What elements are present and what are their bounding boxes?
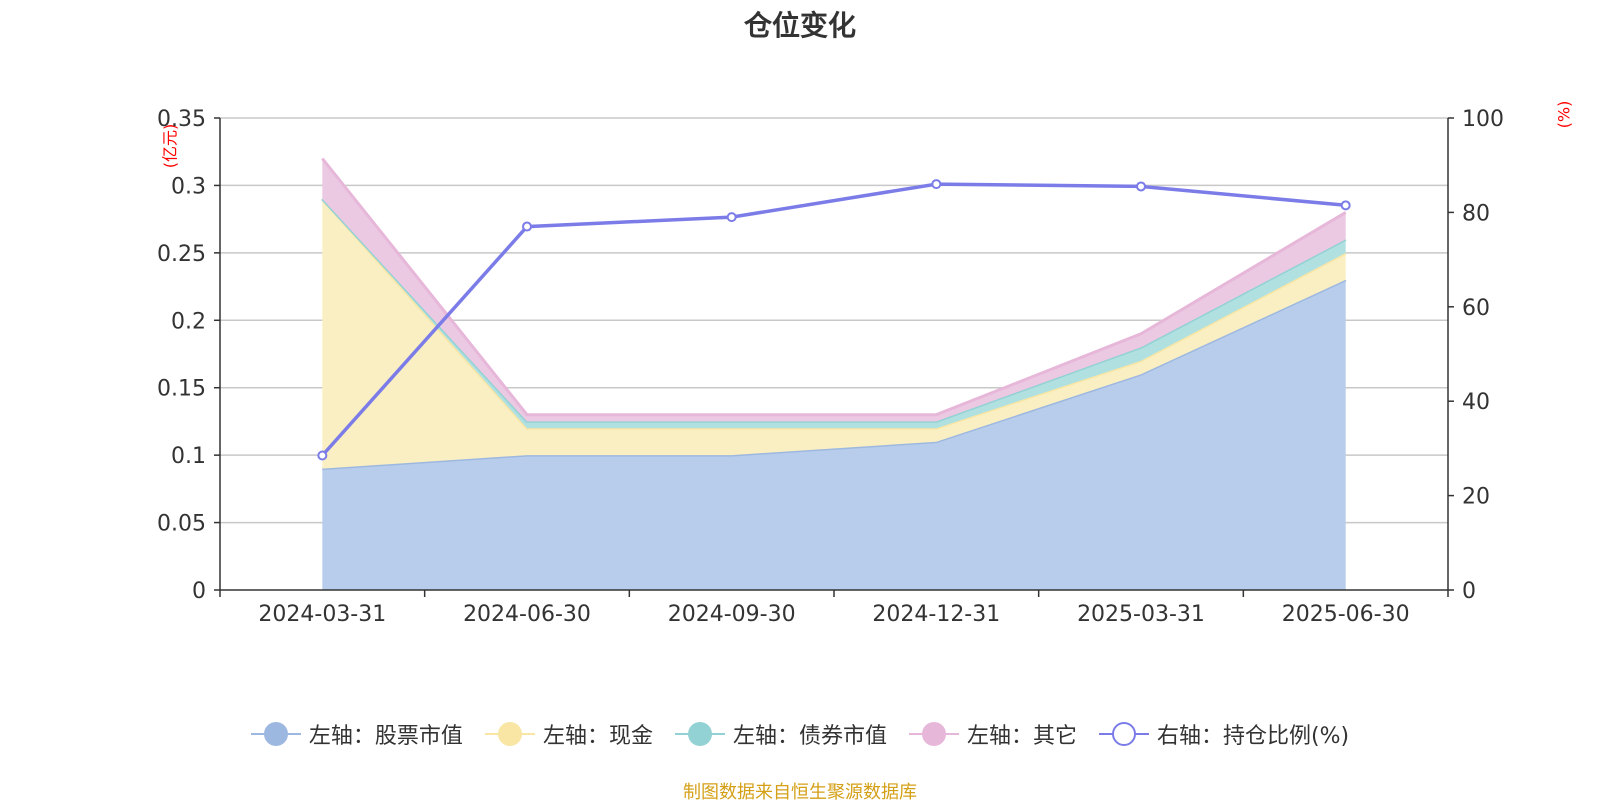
chart-title: 仓位变化 xyxy=(743,9,856,42)
legend-item[interactable]: 左轴：其它 xyxy=(908,718,1077,750)
axes: 0 0.05 0.1 0.15 0.2 0.25 0.3 0.35 0 20 40 60 80 100 20… xyxy=(157,107,1504,627)
area-左轴：债券市值 xyxy=(322,198,1346,429)
left-tick-label: 0 xyxy=(192,579,206,604)
legend-swatch xyxy=(484,722,535,746)
area-左轴：现金 xyxy=(322,198,1346,469)
area-series xyxy=(321,157,1347,590)
legend: 左轴：股票市值 左轴：现金 左轴：债券市值 左轴：其它 右轴：持仓比例(%) xyxy=(0,718,1600,750)
x-tick-label: 2024-03-31 xyxy=(258,602,386,627)
legend-swatch xyxy=(250,722,301,746)
line-series xyxy=(317,179,1351,461)
legend-swatch xyxy=(908,722,959,746)
x-tick-label: 2024-06-30 xyxy=(463,602,591,627)
legend-item[interactable]: 左轴：现金 xyxy=(484,718,653,750)
right-tick-label: 0 xyxy=(1462,579,1476,604)
legend-label: 左轴：股票市值 xyxy=(308,724,463,749)
legend-marker xyxy=(1111,722,1136,746)
legend-label: 左轴：债券市值 xyxy=(732,724,887,749)
right-tick-label: 40 xyxy=(1462,390,1490,415)
line-point xyxy=(522,221,532,232)
legend-swatch xyxy=(1098,722,1149,746)
left-tick-label: 0.25 xyxy=(157,242,206,267)
right-tick-label: 20 xyxy=(1462,485,1490,510)
source-note: 制图数据来自恒生聚源数据库 xyxy=(683,782,917,803)
legend-marker xyxy=(921,722,946,746)
left-tick-label: 0.15 xyxy=(157,377,206,402)
area-edge-左轴：其它 xyxy=(321,157,1347,417)
x-tick-label: 2024-09-30 xyxy=(668,602,796,627)
area-左轴：其它 xyxy=(322,158,1346,422)
legend-label: 右轴：持仓比例(%) xyxy=(1156,724,1350,749)
x-tick-label: 2025-06-30 xyxy=(1282,602,1410,627)
line-point xyxy=(931,179,942,190)
right-tick-label: 60 xyxy=(1462,296,1490,321)
legend-marker xyxy=(497,722,522,746)
legend-label: 左轴：其它 xyxy=(966,724,1077,749)
legend-marker xyxy=(263,722,288,746)
left-tick-label: 0.35 xyxy=(157,107,206,132)
right-tick-label: 80 xyxy=(1462,201,1490,226)
line-point xyxy=(1340,200,1351,211)
legend-swatch xyxy=(674,722,725,746)
legend-marker xyxy=(687,722,712,746)
line-point xyxy=(317,450,328,461)
x-tick-label: 2024-12-31 xyxy=(872,602,1000,627)
legend-item[interactable]: 左轴：债券市值 xyxy=(674,718,887,750)
left-tick-label: 0.05 xyxy=(157,512,206,537)
x-tick-label: 2025-03-31 xyxy=(1077,602,1205,627)
line-point xyxy=(726,212,737,223)
legend-item[interactable]: 左轴：股票市值 xyxy=(250,718,463,750)
legend-item[interactable]: 右轴：持仓比例(%) xyxy=(1098,718,1350,750)
left-tick-label: 0.1 xyxy=(171,444,206,469)
line-holding-ratio xyxy=(320,182,1346,457)
left-tick-label: 0.3 xyxy=(171,174,206,199)
right-tick-label: 100 xyxy=(1462,107,1504,132)
area-左轴：股票市值 xyxy=(322,279,1346,590)
legend-label: 左轴：现金 xyxy=(542,724,653,749)
line-point xyxy=(1136,181,1146,192)
left-tick-label: 0.2 xyxy=(171,309,206,334)
